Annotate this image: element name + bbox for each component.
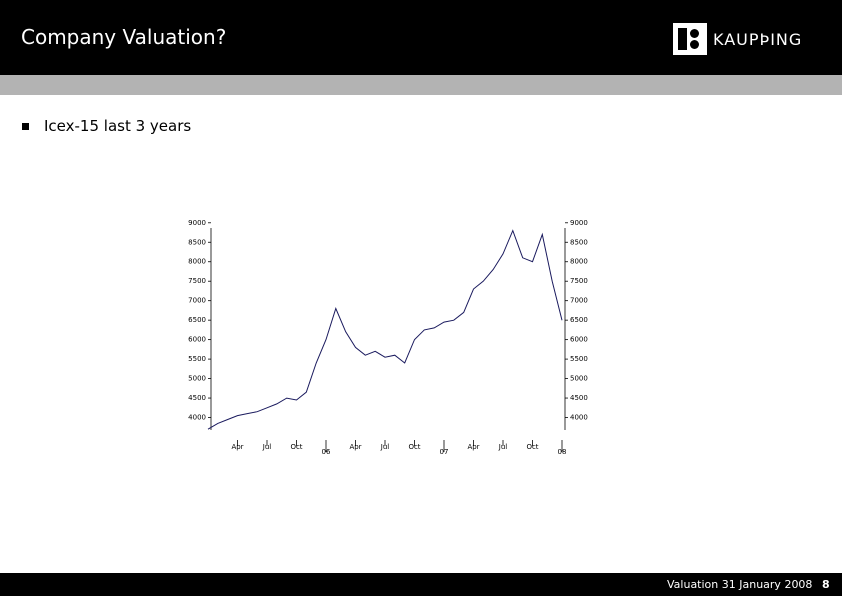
slide-title: Company Valuation? [21,25,227,49]
y-tick-label: 7500 [188,277,206,285]
bullet-text: Icex-15 last 3 years [44,117,192,135]
y2-tick-label: 6500 [570,316,588,324]
y2-tick-label: 9000 [570,219,588,227]
y-tick-label: 6500 [188,316,206,324]
y-tick-label: 7000 [188,297,206,305]
y-tick-label: 4000 [188,414,206,422]
line-series [207,229,563,430]
x-tick-label: Jul [380,443,390,451]
x-tick-label: Apr [231,443,243,451]
y-tick-label: 4500 [188,394,206,402]
y2-tick-label: 8000 [570,258,588,266]
y2-tick-label: 5500 [570,355,588,363]
logo-text: KAUPÞING [713,30,803,49]
x-tick-label: Oct [408,443,420,451]
y2-tick-label: 4000 [570,414,588,422]
x-tick-label: 06 [322,448,331,456]
y-tick-label: 9000 [188,219,206,227]
y2-tick-label: 4500 [570,394,588,402]
page-number: 8 [822,578,830,591]
x-tick-label: 07 [440,448,449,456]
x-tick-label: Apr [467,443,479,451]
footer-text: Valuation 31 January 2008 [667,578,813,591]
footer: Valuation 31 January 2008 8 [0,573,842,596]
logo-icon [673,23,707,55]
y2-tick-label: 7000 [570,297,588,305]
bullet-mark [22,123,29,130]
y2-tick-label: 7500 [570,277,588,285]
x-tick-label: Jul [262,443,272,451]
x-tick-label: Oct [526,443,538,451]
y-tick-label: 8500 [188,238,206,246]
x-tick-label: Oct [290,443,302,451]
x-tick-label: 08 [558,448,567,456]
y-tick-label: 6000 [188,336,206,344]
y2-tick-label: 8500 [570,238,588,246]
x-tick-label: Apr [349,443,361,451]
y2-tick-label: 5000 [570,375,588,383]
header-band [0,75,842,95]
y-tick-label: 8000 [188,258,206,266]
y2-tick-label: 6000 [570,336,588,344]
y-tick-label: 5500 [188,355,206,363]
x-tick-label: Jul [498,443,508,451]
y-tick-label: 5000 [188,375,206,383]
header: Company Valuation? KAUPÞING [0,0,842,75]
